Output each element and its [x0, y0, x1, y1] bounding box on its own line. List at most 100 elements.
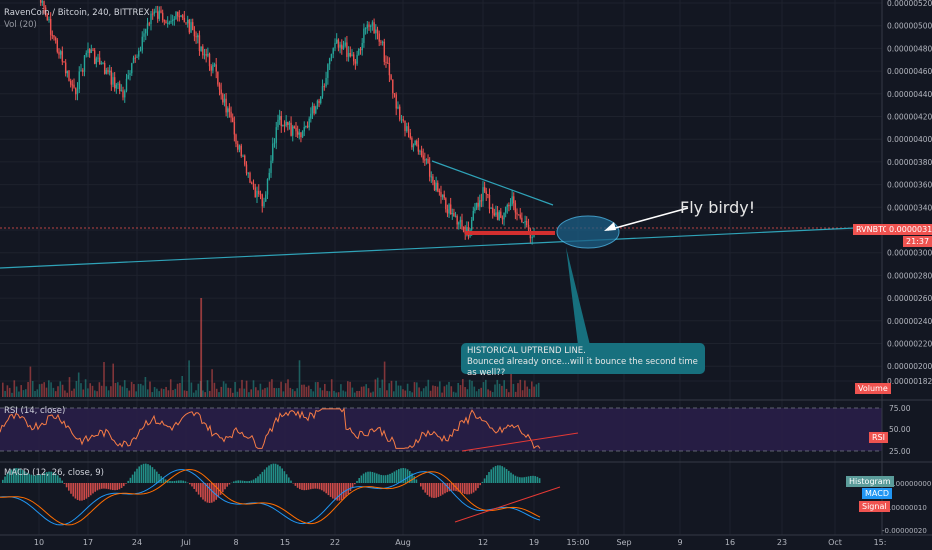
candle-body — [325, 77, 327, 87]
macd-histogram-bar — [391, 472, 393, 483]
macd-histogram-bar — [255, 478, 257, 483]
volume-bar — [94, 390, 96, 397]
candle-body — [92, 49, 94, 51]
macd-histogram-bar — [437, 483, 440, 497]
macd-histogram-bar — [118, 483, 121, 490]
candle-body — [272, 143, 274, 161]
macd-histogram-bar — [96, 483, 99, 491]
x-tick-label: Sep — [616, 538, 631, 547]
volume-bar — [6, 385, 9, 397]
volume-bar — [52, 387, 55, 397]
volume-bar — [287, 379, 289, 397]
candle-body — [80, 70, 82, 72]
candle-body — [462, 226, 465, 232]
candle-body — [215, 64, 217, 72]
macd-histogram-bar — [332, 483, 334, 499]
candle-body — [305, 125, 307, 128]
macd-histogram-bar — [8, 471, 11, 483]
volume-bar — [487, 389, 489, 397]
volume-bar — [429, 390, 432, 397]
macd-histogram-bar — [334, 483, 336, 500]
volume-bar — [140, 383, 142, 397]
candle-body — [339, 44, 341, 48]
candle-body — [64, 62, 67, 74]
candle-body — [482, 187, 484, 202]
candle-body — [533, 234, 535, 237]
macd-histogram-bar — [109, 483, 112, 490]
candle-body — [95, 58, 98, 64]
candle-body — [242, 155, 244, 157]
candle-body — [160, 10, 162, 13]
macd-histogram-bar — [325, 483, 327, 494]
candle-body — [399, 106, 401, 120]
macd-pane — [0, 463, 561, 526]
macd-histogram-bar — [123, 483, 125, 487]
macd-histogram-bar — [101, 483, 103, 489]
candle-body — [183, 17, 186, 23]
volume-legend: Vol (20) — [4, 20, 37, 30]
macd-line — [0, 469, 541, 526]
candle-body — [430, 176, 432, 178]
macd-histogram-bar — [142, 463, 145, 483]
candle-body — [459, 219, 462, 223]
candle-body — [318, 100, 320, 103]
candles — [39, 0, 535, 245]
volume-bar — [123, 380, 126, 397]
macd-histogram-bar — [369, 471, 371, 483]
macd-histogram-bar — [167, 480, 169, 483]
macd-histogram-bar — [488, 472, 490, 483]
candle-body — [58, 51, 60, 55]
candle-body — [406, 126, 408, 132]
macd-histogram-bar — [444, 483, 446, 494]
volume-bar — [510, 359, 512, 397]
macd-histogram-bar — [411, 473, 413, 483]
candle-body — [346, 42, 348, 57]
macd-histogram-bar — [35, 475, 37, 483]
candle-body — [347, 52, 350, 57]
arrow-head — [604, 222, 616, 231]
candle-body — [323, 86, 325, 88]
volume-bar — [160, 388, 163, 397]
macd-histogram-bar — [468, 483, 470, 495]
volume-bar — [142, 385, 144, 397]
macd-histogram-bar — [318, 483, 321, 490]
macd-histogram-bar — [307, 483, 310, 490]
candle-body — [526, 221, 528, 225]
candle-body — [273, 142, 276, 144]
candle-body — [98, 57, 101, 65]
candle-body — [402, 119, 404, 121]
macd-histogram-bar — [252, 479, 255, 483]
macd-histogram-bar — [439, 483, 442, 496]
volume-bar — [91, 385, 94, 397]
volume-bar — [34, 390, 36, 397]
candle-body — [310, 113, 312, 119]
candle-body — [222, 94, 224, 103]
candle-body — [330, 54, 333, 59]
volume-bar — [89, 383, 91, 397]
macd-histogram-bar — [19, 468, 22, 483]
candle-body — [438, 190, 441, 193]
macd-tick-label: -0.00000020 — [882, 527, 927, 535]
volume-bar — [278, 388, 280, 397]
volume-bar — [236, 391, 239, 397]
rsi-line — [0, 407, 541, 449]
rsi-pane — [0, 407, 882, 452]
volume-bar — [257, 390, 259, 397]
volume-bar — [508, 392, 510, 397]
volume-bar — [480, 387, 482, 397]
candle-body — [285, 121, 287, 126]
macd-histogram-bar — [525, 476, 528, 483]
candle-body — [351, 54, 353, 57]
volume-bar — [521, 390, 524, 397]
candle-body — [249, 172, 251, 183]
candle-body — [453, 213, 455, 217]
volume-bar — [229, 388, 232, 397]
x-tick-label: 17 — [83, 538, 93, 547]
volume-bar — [519, 379, 522, 397]
candle-body — [71, 84, 74, 86]
macd-histogram-bar — [380, 474, 382, 483]
candle-body — [171, 19, 174, 22]
candle-body — [380, 41, 382, 43]
volume-bar — [347, 381, 349, 397]
